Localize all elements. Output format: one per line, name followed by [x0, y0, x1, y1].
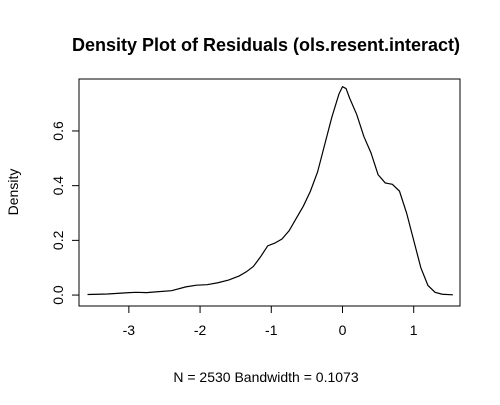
x-axis: -3 -2 -1 0 1: [123, 305, 418, 338]
density-curve: [87, 85, 453, 296]
chart-title: Density Plot of Residuals (ols.resent.in…: [72, 35, 460, 55]
y-tick-label: 0.6: [50, 121, 66, 141]
y-tick-label: 0.0: [50, 285, 66, 305]
x-tick-label: 1: [410, 322, 418, 338]
plot-frame: [78, 78, 461, 307]
y-axis: 0.0 0.2 0.4 0.6: [50, 121, 80, 305]
x-tick-label: 0: [339, 322, 347, 338]
x-tick-label: -1: [265, 322, 278, 338]
y-tick-label: 0.4: [50, 176, 66, 196]
y-axis-label: Density: [5, 169, 21, 216]
x-axis-label: N = 2530 Bandwidth = 0.1073: [173, 369, 358, 385]
y-tick-label: 0.2: [50, 230, 66, 250]
x-tick-label: -2: [194, 322, 207, 338]
x-tick-label: -3: [123, 322, 136, 338]
